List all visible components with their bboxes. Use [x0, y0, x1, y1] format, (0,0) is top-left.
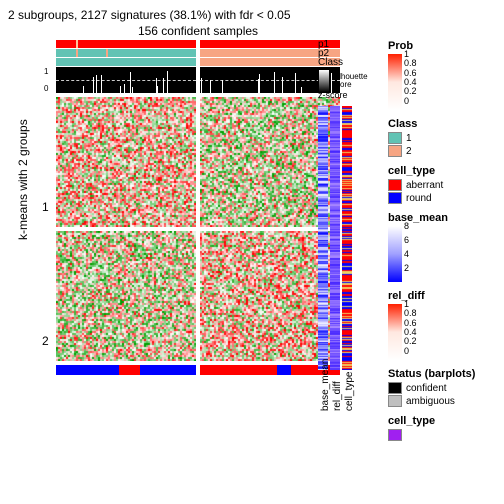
right-annotations: base_meanrel_diffcell_type [318, 106, 352, 370]
legend-Status (barplots): Status (barplots)confidentambiguous [388, 368, 475, 407]
legend-cell_type: cell_type [388, 415, 475, 441]
zscore-legend: z-score [318, 90, 348, 100]
zscore-title: z-score [318, 90, 348, 100]
silhouette-label: Silhouettescore [332, 73, 368, 89]
annot-p2 [56, 49, 196, 57]
right-annot-base_mean [318, 106, 328, 370]
page-title: 2 subgroups, 2127 signatures (38.1%) wit… [8, 8, 496, 22]
right-annot-rel_diff [330, 106, 340, 370]
legend-base_mean: base_mean8642 [388, 212, 475, 282]
label-class: Class [318, 58, 368, 67]
legend-Class: Class12 [388, 118, 475, 157]
bottom-celltype [56, 365, 196, 375]
legend-cell_type: cell_typeaberrantround [388, 165, 475, 204]
top-annot-labels: p1 p2 Class Silhouettescore [318, 40, 368, 93]
annot-p1 [56, 40, 196, 48]
annot-Class [56, 58, 196, 66]
legend-rel_diff: rel_diff10.80.60.40.20 [388, 290, 475, 360]
bottom-annotation [56, 365, 340, 375]
right-annot-cell_type [342, 106, 352, 370]
heatmap-grid [56, 97, 340, 361]
group-label-2: 2 [42, 334, 49, 348]
group-label-1: 1 [42, 200, 49, 214]
top-annotations: 10 [56, 40, 340, 93]
main-plot-area: k-means with 2 groups 1 2 10 [28, 40, 340, 375]
right-annot-label: cell_type [344, 372, 355, 411]
right-annot-label: rel_diff [332, 381, 343, 411]
legend-Prob: Prob10.80.60.40.20 [388, 40, 475, 110]
heatmap-panel [56, 97, 196, 227]
heatmap-panel [56, 231, 196, 361]
legend-area: Prob10.80.60.40.20 Class12 cell_typeaberra… [388, 40, 475, 449]
page-subtitle: 156 confident samples [58, 24, 338, 38]
silhouette-block [56, 67, 196, 93]
y-axis-label: k-means with 2 groups [16, 119, 30, 240]
